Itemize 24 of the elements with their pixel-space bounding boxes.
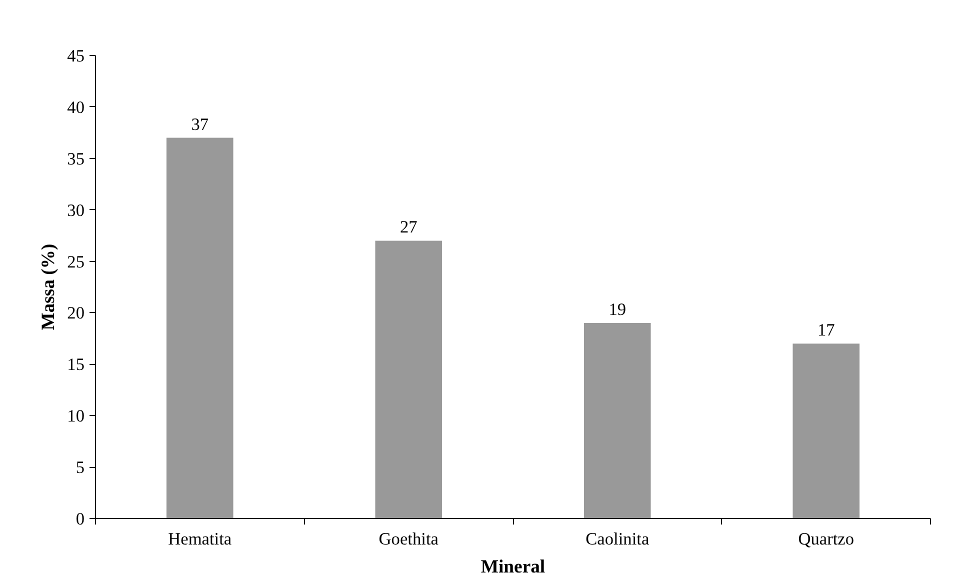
x-tick-label: Quartzo (798, 530, 854, 548)
data-label: 17 (817, 320, 836, 340)
y-axis-title: Massa (%) (38, 244, 60, 330)
bar (375, 240, 442, 518)
bar (166, 138, 234, 518)
y-tick-label: 0 (76, 510, 85, 528)
y-tick-label: 15 (67, 355, 84, 374)
data-label: 19 (608, 300, 626, 320)
y-tick-label: 35 (67, 149, 84, 168)
y-tick-label: 25 (67, 252, 84, 272)
y-tick-label: 40 (67, 98, 84, 117)
bar (792, 344, 860, 518)
y-tick-label: 45 (67, 46, 84, 66)
data-label: 27 (400, 218, 418, 237)
x-tick-label: Caolinita (586, 530, 650, 548)
x-tick-label: Hematita (168, 530, 232, 548)
bar (584, 323, 651, 518)
x-tick-label: Goethita (378, 530, 439, 548)
x-axis-title: Mineral (480, 556, 546, 578)
data-label: 37 (191, 114, 209, 134)
y-tick-label: 10 (67, 406, 84, 426)
y-tick-label: 20 (67, 304, 84, 323)
y-tick-label: 5 (76, 458, 85, 478)
y-tick-label: 30 (67, 200, 84, 220)
